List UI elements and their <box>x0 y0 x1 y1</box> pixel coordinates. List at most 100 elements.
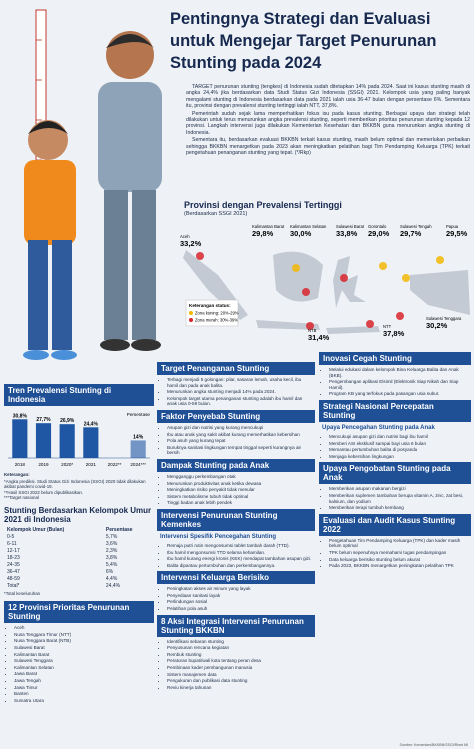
bar <box>130 440 146 458</box>
priority-item: Jawa Barat <box>14 671 151 677</box>
province-value: 29,0% <box>368 229 390 238</box>
priority-item: Aceh <box>14 625 151 631</box>
middle-column: Target Penanganan Stunting Terbagi menjad… <box>157 362 315 746</box>
age-note: *Total keseluruhan <box>4 591 41 597</box>
priority-list: AcehNusa Tenggara Timur (NTT)Nusa Tengga… <box>4 625 154 704</box>
priority-item: Banten <box>14 691 151 697</box>
section-title: Inovasi Cegah Stunting <box>319 352 471 365</box>
priority-item: Kalimantan Barat <box>14 652 151 658</box>
x-tick-label: 2022** <box>108 462 122 467</box>
x-tick-label: 2019 <box>38 462 49 467</box>
bullet-item: Penyediaan sanitasi layak <box>167 593 312 599</box>
bullet-item: Rembuk stunting <box>167 652 312 658</box>
bullet-item: Ibu hamil kurang energi kronis (KEK) men… <box>167 556 312 562</box>
section-title: Strategi Nasional Percepatan Stunting <box>319 399 471 422</box>
trend-note: *Angka prediksi. Studi Status Gizi Indon… <box>4 479 146 490</box>
province-value: 31,4% <box>308 333 330 342</box>
x-tick-label: 2024*** <box>130 462 146 467</box>
trend-notes-title: Keterangan: <box>4 472 30 477</box>
priority-item: Sulawesi Barat <box>14 645 151 651</box>
section-title: Target Penanganan Stunting <box>157 362 315 375</box>
province-value: 29,8% <box>252 229 274 238</box>
province-value: 33,2% <box>180 239 202 248</box>
intro-paragraph: TARGET penurunan stunting (tengkes) di I… <box>186 84 470 110</box>
section-title: Faktor Penyebab Stunting <box>157 409 315 423</box>
age-table: Kelompok Umur (Bulan) Persentase 0-5 5,7% 6-… <box>4 526 154 589</box>
bullet-item: Pengembangan aplikasi Elsimil (Elektroni… <box>329 379 468 390</box>
section-title: Dampak Stunting pada Anak <box>157 458 315 472</box>
legend-title: Keterangan status: <box>189 303 231 308</box>
page-title: Pentingnya Strategi dan Evaluasi untuk M… <box>170 10 437 72</box>
bullet-item: Program KB yang terfokus pada pasangan u… <box>329 391 468 397</box>
bar <box>35 423 52 458</box>
bullet-list: Melalui edukasi dalam kelompok Bina Kelu… <box>319 367 471 398</box>
bullet-item: Asupan gizi dan nutrisi yang kurang menc… <box>167 425 312 431</box>
table-cell: 24-35 <box>7 561 20 568</box>
legend-label: Zona merah: 30%-39% <box>195 318 238 323</box>
priority-item: Kalimantan Selatan <box>14 665 151 671</box>
bullet-item: Memberikan terapi tumbuh kembang <box>329 505 468 511</box>
province-dot <box>196 252 204 260</box>
bar <box>59 424 75 458</box>
bullet-item: Memberikan asupan makanan bergizi <box>329 486 468 492</box>
province-name: Kalimantan Selatan <box>290 224 327 229</box>
table-cell: 6-11 <box>7 540 17 547</box>
table-cell: 0-5 <box>7 533 15 540</box>
value-label: 27,7% <box>36 417 51 423</box>
left-column: Tren Prevalensi Stunting di Indonesia Pe… <box>4 384 154 749</box>
trend-note: **Hasil SSGI 2022 belum dipublikasikan. <box>4 489 84 495</box>
province-dot <box>436 256 444 264</box>
province-dot <box>306 322 314 330</box>
section-title: Intervensi Keluarga Berisiko <box>157 571 315 585</box>
province-value: 29,5% <box>446 229 468 238</box>
bullet-item: Pola asuh yang kurang tepat <box>167 438 312 444</box>
bullet-item: Penyusunan rencana kegiatan <box>167 645 312 651</box>
y-axis-label: Persentase <box>127 412 151 417</box>
priority-item: Sulawesi Tenggara <box>14 658 151 664</box>
table-row: 36-47 6% <box>4 568 154 575</box>
bullet-list: Pengetahuan Tim Pendamping Keluarga (TPK… <box>319 538 471 570</box>
table-cell: 5,7% <box>105 533 118 540</box>
bullet-item: Sistem metabolisme tubuh tidak optimal <box>167 494 312 500</box>
bullet-item: Menurunkan angka stunting menjadi 14% pa… <box>167 389 312 395</box>
province-name: Sulawesi Barat <box>336 224 365 229</box>
source: Sumber: Kemenkes/BKKBN/SSGI/Riset MI <box>399 743 468 747</box>
province-dot <box>402 274 410 282</box>
priority-item: Nusa Tenggara Timur (NTT) <box>14 632 151 638</box>
table-row: 24-35 5,4% <box>4 561 154 568</box>
province-name: Sulawesi Tengah <box>400 224 432 229</box>
bullet-item: Menjaga kebersihan lingkungan <box>329 454 468 460</box>
table-cell: 36-47 <box>7 568 20 575</box>
section-subtitle: Upaya Pencegahan Stunting pada Anak <box>322 424 435 431</box>
priority-item: Jawa Timur <box>14 685 151 691</box>
bullet-item: Memberi ASI eksklusif sampai bayi usia 6… <box>329 441 468 447</box>
bullet-item: TPK belum sepenuhnya memahami tugas pend… <box>329 550 468 556</box>
header-cell: Persentase <box>105 526 133 533</box>
province-name: NTT <box>383 324 392 329</box>
table-cell: 2,3% <box>105 547 118 554</box>
province-dot <box>396 312 404 320</box>
bullet-item: Balita dipantau pertumbuhan dan perkemba… <box>167 563 312 569</box>
section-subtitle: Intervensi Spesifik Pencegahan Stunting <box>160 533 277 540</box>
x-tick-label: 2020* <box>61 462 73 467</box>
table-cell: Total* <box>7 582 20 589</box>
bar <box>12 419 28 458</box>
map-subtitle: (Berdasarkan SSGI 2021) <box>184 211 248 217</box>
priority-title: 12 Provinsi Prioritas Penurunan Stunting <box>4 601 154 624</box>
section-title: Upaya Pengobatan Stunting pada Anak <box>319 462 471 485</box>
table-row: 0-5 5,7% <box>4 533 154 540</box>
bullet-item: Memantau pertumbuhan balita di posyandu <box>329 447 468 453</box>
bullet-list: Terbagi menjadi 5 golongan: pilar, sasar… <box>157 377 315 408</box>
bullet-list: Asupan gizi dan nutrisi yang kurang menc… <box>157 425 315 457</box>
table-row: 48-59 4,4% <box>4 575 154 582</box>
intro-paragraph: Pemerintah sudah sejak lama memperhatika… <box>186 110 470 136</box>
table-cell: 6% <box>105 568 114 575</box>
table-cell: 18-23 <box>7 554 20 561</box>
province-dot <box>379 262 387 270</box>
legend-label: Zona kuning: 20%-29% <box>195 311 239 316</box>
table-row: Total* 24,4% <box>4 582 154 589</box>
bar <box>83 427 99 458</box>
value-label: 14% <box>133 434 144 440</box>
